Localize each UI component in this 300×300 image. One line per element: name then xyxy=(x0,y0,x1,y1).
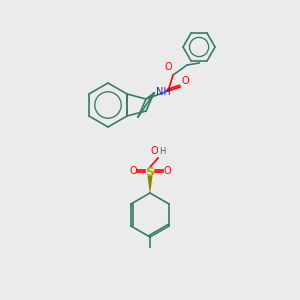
Text: O: O xyxy=(129,166,137,176)
Text: S: S xyxy=(146,166,154,178)
Text: O: O xyxy=(181,76,189,86)
Text: H: H xyxy=(159,147,165,156)
Polygon shape xyxy=(148,176,152,193)
Text: O: O xyxy=(163,166,171,176)
Text: O: O xyxy=(150,146,158,156)
Text: O: O xyxy=(164,62,172,72)
Text: NH: NH xyxy=(156,87,171,97)
